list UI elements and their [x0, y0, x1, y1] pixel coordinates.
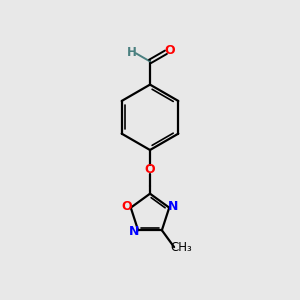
Text: H: H: [127, 46, 137, 59]
Text: N: N: [129, 225, 140, 238]
Text: O: O: [121, 200, 132, 213]
Text: N: N: [168, 200, 178, 213]
Text: O: O: [145, 164, 155, 176]
Text: CH₃: CH₃: [170, 242, 192, 254]
Text: O: O: [164, 44, 175, 57]
